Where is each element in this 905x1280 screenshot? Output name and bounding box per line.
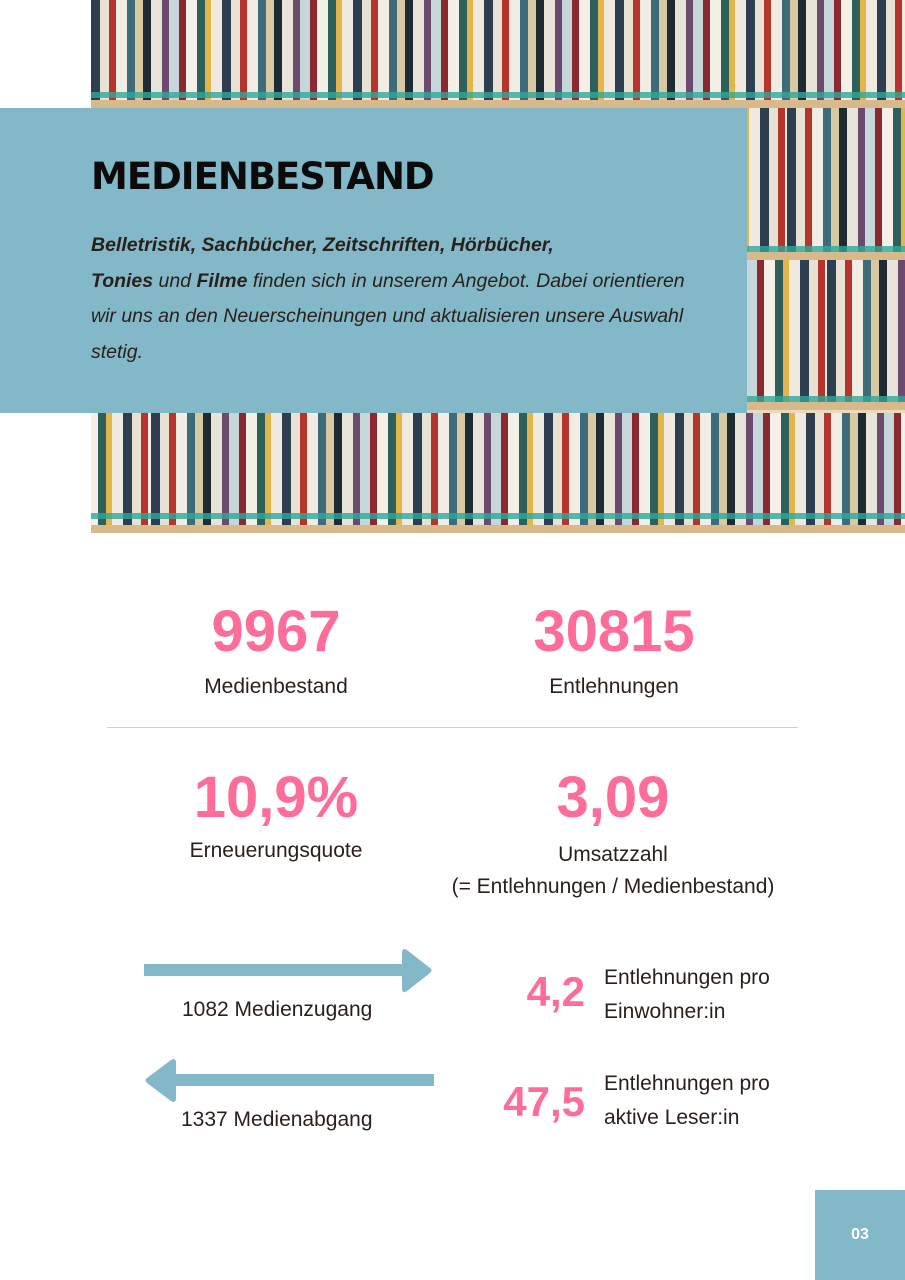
medienabgang-label: 1337 Medienabgang [181, 1108, 373, 1131]
stat-label: Entlehnungen [549, 675, 679, 698]
media-tonies: Tonies [91, 269, 154, 292]
ratio-per-reader-label: Entlehnungen pro aktive Leser:in [604, 1067, 770, 1135]
medienzugang-label: 1082 Medienzugang [182, 998, 373, 1021]
stat-label: Umsatzzahl [558, 843, 668, 866]
media-types: Belletristik, Sachbücher, Zeitschriften,… [91, 234, 554, 256]
intro-content: MEDIENBESTAND Belletristik, Sachbücher, … [0, 108, 747, 413]
bookshelf-photo [91, 0, 905, 533]
intro-panel [0, 108, 747, 413]
stat-value: 30815 [533, 599, 695, 664]
ratio-label-line: Entlehnungen pro [604, 1072, 770, 1095]
intro-text: Belletristik, Sachbücher, Zeitschriften,… [91, 228, 711, 370]
ratio-label-line: Einwohner:in [604, 1000, 726, 1023]
page-number: 03 [815, 1190, 905, 1280]
stat-value: 3,09 [556, 765, 670, 830]
page-number-text: 03 [851, 1226, 869, 1243]
ratio-label-line: aktive Leser:in [604, 1106, 740, 1129]
stat-medienbestand: 9967 Medienbestand [126, 603, 426, 703]
stat-note: (= Entlehnungen / Medienbestand) [451, 875, 775, 898]
stat-umsatzzahl: 3,09 Umsatzzahl (= Entlehnungen / Medien… [413, 769, 813, 903]
ratio-value: 4,2 [526, 968, 585, 1015]
arrow-left-icon [145, 1059, 434, 1102]
stat-value: 10,9% [193, 765, 359, 830]
intro-text-part: und [153, 269, 197, 292]
ratio-value: 47,5 [503, 1078, 585, 1125]
stat-value: 9967 [211, 599, 341, 664]
media-films: Filme [196, 269, 248, 292]
stat-label: Erneuerungsquote [189, 839, 363, 862]
page-title: MEDIENBESTAND [91, 155, 435, 198]
arrow-right-icon [144, 949, 432, 992]
intro-text-part: finden sich in unserem Angebot. Dabei or… [91, 269, 685, 363]
ratio-label-line: Entlehnungen pro [604, 966, 770, 989]
divider [107, 727, 798, 728]
ratio-per-resident-label: Entlehnungen pro Einwohner:in [604, 961, 770, 1029]
stat-entlehnungen: 30815 Entlehnungen [464, 603, 764, 703]
stat-erneuerungsquote: 10,9% Erneuerungsquote [126, 769, 426, 867]
stat-label: Medienbestand [204, 675, 348, 698]
